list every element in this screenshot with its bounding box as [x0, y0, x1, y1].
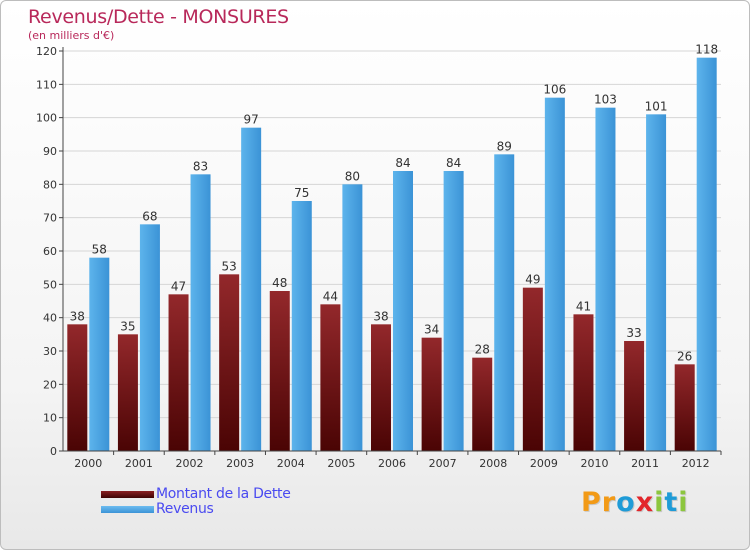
logo-letter: i: [654, 487, 665, 518]
legend-label-dette: Montant de la Dette: [156, 486, 291, 502]
data-label-revenus: 83: [193, 159, 208, 173]
logo-letter: x: [635, 487, 655, 518]
logo-letter: r: [601, 487, 617, 518]
y-tick-label: 110: [36, 78, 57, 91]
data-label-dette: 49: [525, 273, 540, 287]
bar-dette: [522, 287, 543, 451]
bar-revenus: [544, 97, 565, 452]
y-tick-label: 80: [43, 178, 57, 191]
bar-dette: [674, 364, 695, 451]
x-tick-label: 2000: [74, 457, 102, 470]
x-tick-label: 2009: [530, 457, 558, 470]
x-tick-label: 2001: [125, 457, 153, 470]
data-label-revenus: 118: [695, 43, 718, 57]
data-label-revenus: 101: [645, 99, 668, 113]
data-label-dette: 33: [626, 326, 641, 340]
x-tick-label: 2005: [327, 457, 355, 470]
y-tick-label: 20: [43, 378, 57, 391]
data-label-dette: 34: [424, 323, 439, 337]
x-tick-label: 2011: [631, 457, 659, 470]
bar-revenus: [291, 201, 312, 451]
x-tick-label: 2004: [277, 457, 305, 470]
data-label-dette: 41: [576, 299, 591, 313]
x-tick-label: 2008: [479, 457, 507, 470]
data-label-dette: 53: [222, 259, 237, 273]
y-tick-label: 40: [43, 312, 57, 325]
bar-revenus: [443, 171, 464, 451]
legend-item-dette: Montant de la Dette: [101, 486, 401, 502]
bar-dette: [371, 324, 391, 451]
data-label-revenus: 68: [142, 209, 157, 223]
bar-revenus: [139, 224, 160, 451]
data-label-dette: 48: [272, 276, 287, 290]
y-tick-label: 120: [36, 45, 57, 58]
y-tick-label: 10: [43, 412, 57, 425]
data-label-dette: 38: [70, 309, 85, 323]
bar-dette: [472, 357, 493, 451]
x-tick-label: 2003: [226, 457, 254, 470]
bar-dette: [67, 324, 88, 451]
data-label-revenus: 84: [446, 156, 461, 170]
chart-title: Revenus/Dette - MONSURES: [28, 6, 289, 28]
legend-swatch-dette: [101, 491, 154, 498]
logo-letter: P: [581, 487, 602, 518]
x-tick-label: 2012: [682, 457, 710, 470]
bar-dette: [573, 314, 594, 451]
chart-subtitle: (en milliers d'€): [28, 29, 115, 42]
y-tick-label: 0: [50, 445, 57, 458]
y-tick-label: 60: [43, 245, 57, 258]
proxiti-logo: Proxiti: [581, 487, 689, 518]
x-tick-label: 2010: [580, 457, 608, 470]
data-label-dette: 47: [171, 279, 186, 293]
bar-revenus: [190, 174, 211, 452]
data-label-dette: 26: [677, 349, 692, 363]
x-tick-label: 2002: [176, 457, 204, 470]
data-label-revenus: 97: [244, 113, 259, 127]
bar-revenus: [89, 257, 110, 451]
bar-revenus: [696, 57, 717, 452]
legend-item-revenus: Revenus: [101, 501, 401, 517]
y-tick-label: 30: [43, 345, 57, 358]
data-label-dette: 28: [475, 343, 490, 357]
y-tick-label: 50: [43, 278, 57, 291]
y-tick-label: 100: [36, 112, 57, 125]
bar-revenus: [393, 171, 413, 451]
bar-dette: [269, 291, 290, 451]
x-tick-label: 2007: [429, 457, 457, 470]
data-label-revenus: 106: [543, 83, 566, 97]
logo-letter: t: [664, 487, 679, 518]
bar-dette: [219, 274, 240, 451]
bar-dette: [320, 304, 341, 451]
bar-revenus: [646, 114, 667, 451]
logo-letter: i: [678, 487, 689, 518]
x-tick-label: 2006: [378, 457, 406, 470]
data-label-revenus: 75: [294, 186, 309, 200]
y-tick-label: 90: [43, 145, 57, 158]
data-label-revenus: 89: [497, 139, 512, 153]
chart-legend: Montant de la Dette Revenus: [101, 486, 401, 517]
data-label-dette: 44: [323, 289, 338, 303]
logo-letter: o: [616, 487, 636, 518]
data-label-dette: 35: [120, 319, 135, 333]
bar-revenus: [494, 154, 515, 452]
legend-swatch-revenus: [101, 506, 154, 513]
bar-revenus: [241, 127, 262, 452]
data-label-dette: 38: [373, 309, 388, 323]
bar-revenus: [595, 107, 616, 452]
data-label-revenus: 80: [345, 169, 360, 183]
data-label-revenus: 58: [92, 243, 107, 257]
bar-revenus: [342, 184, 363, 452]
data-label-revenus: 103: [594, 93, 617, 107]
bar-dette: [624, 341, 645, 451]
y-tick-label: 70: [43, 212, 57, 225]
data-label-revenus: 84: [395, 156, 410, 170]
bar-dette: [421, 337, 442, 451]
bar-dette: [117, 334, 138, 451]
bar-dette: [168, 294, 189, 451]
legend-label-revenus: Revenus: [156, 501, 214, 517]
